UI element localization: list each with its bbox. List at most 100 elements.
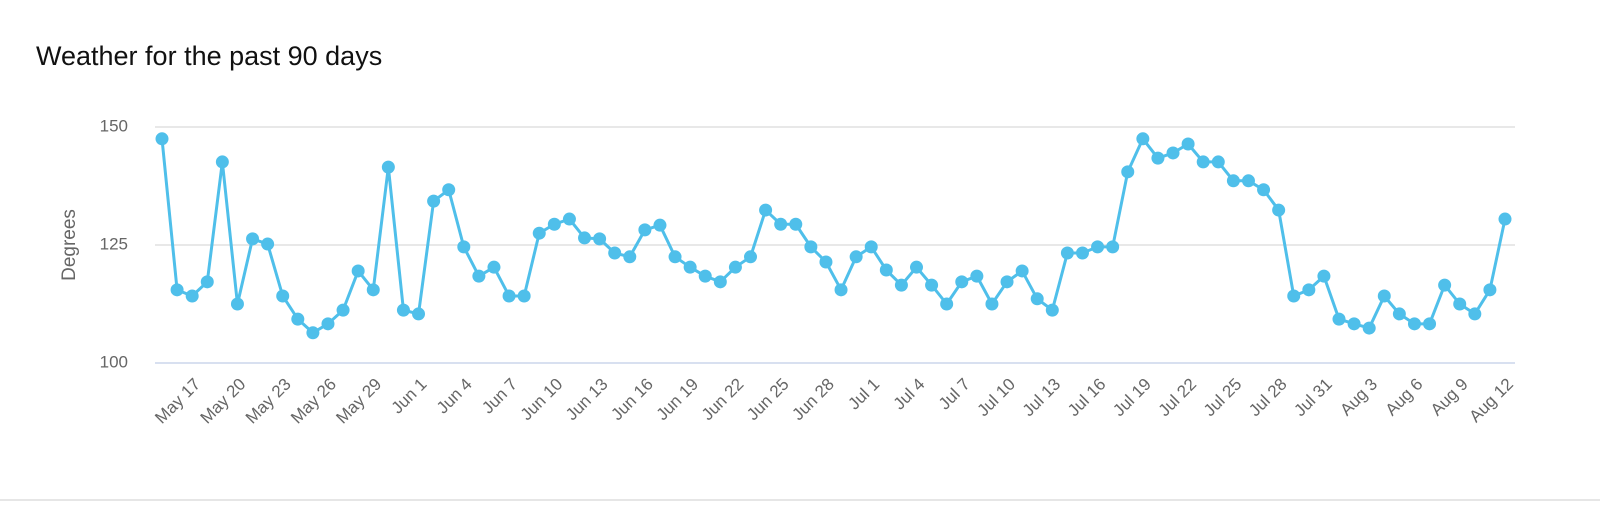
x-tick-label: Jul 13	[1019, 375, 1065, 421]
point	[955, 275, 969, 289]
point	[230, 297, 244, 311]
point	[578, 231, 592, 245]
x-tick-label: Jul 25	[1200, 375, 1246, 421]
point	[532, 226, 546, 240]
point	[185, 289, 199, 303]
chart-title: Weather for the past 90 days	[36, 41, 382, 71]
x-tick-label: May 23	[242, 375, 295, 428]
point	[819, 255, 833, 269]
point	[1483, 283, 1497, 297]
x-tick-label: Jul 7	[935, 375, 974, 414]
point	[321, 317, 335, 331]
point	[200, 275, 214, 289]
x-tick-label: May 17	[151, 375, 204, 428]
point	[1091, 240, 1105, 254]
point	[1317, 269, 1331, 283]
point	[653, 218, 667, 232]
point	[683, 260, 697, 274]
x-tick-label: May 20	[197, 375, 250, 428]
x-tick-label: Jun 28	[788, 375, 838, 425]
point	[517, 289, 531, 303]
point	[1423, 317, 1437, 331]
point	[1000, 275, 1014, 289]
point	[713, 275, 727, 289]
point	[1332, 312, 1346, 326]
y-tick-label: 100	[100, 352, 128, 371]
point	[502, 289, 516, 303]
x-tick-label: Jun 19	[653, 375, 703, 425]
point	[1226, 174, 1240, 188]
point	[744, 250, 758, 264]
point	[487, 260, 501, 274]
point	[1287, 289, 1301, 303]
point	[261, 237, 275, 251]
x-tick-label: Aug 3	[1336, 375, 1381, 420]
point	[472, 269, 486, 283]
point	[1015, 264, 1029, 278]
point	[1377, 289, 1391, 303]
point	[985, 297, 999, 311]
point	[1136, 132, 1150, 146]
point	[894, 278, 908, 292]
point	[1302, 283, 1316, 297]
point	[668, 250, 682, 264]
x-tick-label: May 29	[332, 375, 385, 428]
point	[1196, 155, 1210, 169]
point	[1211, 155, 1225, 169]
point	[864, 240, 878, 254]
point	[1030, 292, 1044, 306]
point	[834, 283, 848, 297]
line	[160, 137, 1507, 335]
point	[336, 303, 350, 317]
x-tick-label: Jul 22	[1155, 375, 1201, 421]
point	[1166, 146, 1180, 160]
point	[1272, 203, 1286, 217]
point	[306, 326, 320, 340]
point	[351, 264, 365, 278]
point	[909, 260, 923, 274]
point	[155, 132, 169, 146]
point	[849, 250, 863, 264]
point	[970, 269, 984, 283]
point	[366, 283, 380, 297]
point	[1362, 321, 1376, 335]
point	[1438, 278, 1452, 292]
x-tick-label: Jun 22	[698, 375, 748, 425]
x-tick-label: Jul 1	[844, 375, 883, 414]
point	[1075, 246, 1089, 260]
point	[925, 278, 939, 292]
x-tick-label: Aug 12	[1465, 375, 1517, 427]
point	[728, 260, 742, 274]
point	[396, 303, 410, 317]
point	[291, 312, 305, 326]
x-tick-label: Jul 28	[1245, 375, 1291, 421]
point	[1121, 165, 1135, 179]
x-tick-label: Jun 1	[388, 375, 431, 418]
point	[593, 232, 607, 246]
point	[638, 223, 652, 237]
x-tick-label: Jun 16	[607, 375, 657, 425]
point	[789, 217, 803, 231]
point	[547, 217, 561, 231]
point	[215, 155, 229, 169]
x-tick-label: Jul 31	[1290, 375, 1336, 421]
point	[1151, 151, 1165, 165]
point	[170, 283, 184, 297]
point	[427, 194, 441, 208]
point	[1257, 183, 1271, 197]
point	[1045, 303, 1059, 317]
point	[608, 246, 622, 260]
x-tick-label: Jul 4	[890, 375, 929, 414]
point	[804, 240, 818, 254]
x-tick-label: Jun 25	[743, 375, 793, 425]
point	[1347, 317, 1361, 331]
point	[1060, 246, 1074, 260]
y-tick-label: 150	[100, 116, 128, 135]
point	[1392, 307, 1406, 321]
point	[1453, 297, 1467, 311]
point	[1407, 317, 1421, 331]
point	[698, 269, 712, 283]
x-tick-label: Jun 4	[433, 375, 476, 418]
y-axis-label: Degrees	[59, 209, 80, 281]
x-tick-label: Aug 6	[1382, 375, 1427, 420]
